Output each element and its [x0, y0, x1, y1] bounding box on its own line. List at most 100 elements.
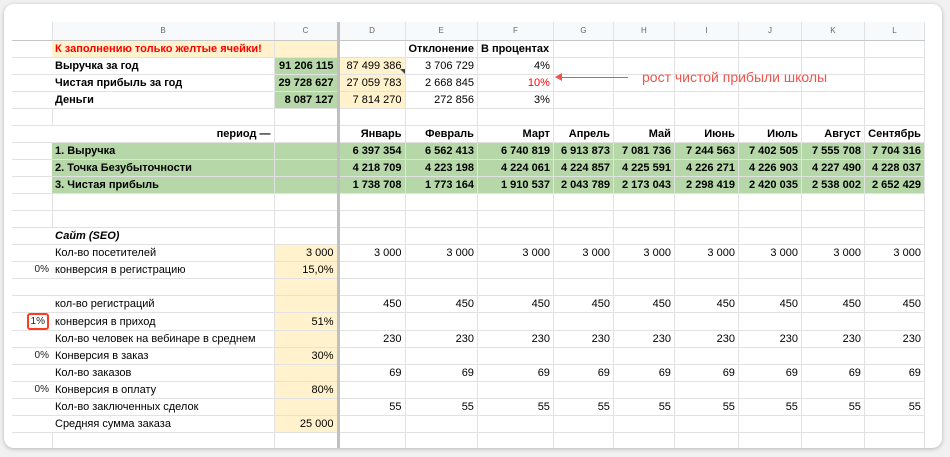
month-value[interactable]: 450 [338, 295, 406, 313]
seo-label[interactable]: конверсия в приход [52, 312, 275, 331]
row-marker[interactable] [12, 176, 52, 194]
empty-cell[interactable] [613, 108, 675, 126]
month-value[interactable]: 69 [477, 364, 554, 382]
month-value[interactable]: 6 913 873 [553, 142, 614, 160]
empty-cell[interactable] [801, 57, 865, 75]
month-value[interactable]: 4 227 490 [801, 159, 865, 177]
seo-input[interactable]: 80% [274, 381, 340, 399]
seo-label[interactable]: Кол-во заключенных сделок [52, 398, 275, 416]
column-header-h[interactable]: H [613, 22, 675, 41]
month-value[interactable]: 55 [864, 398, 925, 416]
month-value[interactable]: 3 000 [674, 244, 739, 262]
month-value[interactable] [405, 312, 478, 331]
month-value[interactable]: 69 [864, 364, 925, 382]
empty-cell[interactable] [338, 227, 406, 245]
month-value[interactable] [801, 261, 865, 279]
empty-cell[interactable] [674, 210, 739, 228]
month-value[interactable]: 2 298 419 [674, 176, 739, 194]
column-header-b[interactable]: B [52, 22, 275, 41]
empty-cell[interactable] [274, 227, 340, 245]
empty-cell[interactable] [274, 432, 340, 448]
month-value[interactable]: 2 652 429 [864, 176, 925, 194]
month-value[interactable] [553, 347, 614, 365]
empty-cell[interactable] [274, 159, 340, 177]
month-value[interactable]: 69 [338, 364, 406, 382]
empty-cell[interactable] [674, 74, 739, 92]
month-value[interactable]: 6 397 354 [338, 142, 406, 160]
empty-cell[interactable] [801, 432, 865, 448]
seo-input[interactable] [274, 278, 340, 296]
month-value[interactable]: 3 000 [801, 244, 865, 262]
month-value[interactable]: 3 000 [864, 244, 925, 262]
column-header-e[interactable]: E [405, 22, 478, 41]
empty-cell[interactable] [801, 91, 865, 109]
month-value[interactable]: 69 [613, 364, 675, 382]
month-value[interactable]: 69 [405, 364, 478, 382]
empty-cell[interactable] [864, 74, 925, 92]
empty-cell[interactable] [553, 193, 614, 211]
empty-cell[interactable] [274, 40, 340, 58]
month-header[interactable]: Январь [338, 125, 406, 143]
empty-cell[interactable] [338, 193, 406, 211]
month-header[interactable]: Апрель [553, 125, 614, 143]
row-marker[interactable] [12, 227, 52, 245]
month-value[interactable] [477, 415, 554, 433]
empty-cell[interactable] [613, 210, 675, 228]
month-header[interactable]: Март [477, 125, 554, 143]
month-value[interactable]: 230 [864, 330, 925, 348]
month-value[interactable]: 450 [738, 295, 802, 313]
month-value[interactable] [613, 312, 675, 331]
conversion-marker[interactable] [12, 415, 52, 433]
empty-cell[interactable] [674, 57, 739, 75]
month-value[interactable] [738, 415, 802, 433]
seo-label[interactable]: кол-во регистраций [52, 295, 275, 313]
month-value[interactable]: 450 [864, 295, 925, 313]
month-value[interactable] [864, 347, 925, 365]
seo-input[interactable] [274, 364, 340, 382]
seo-label[interactable]: Кол-во посетителей [52, 244, 275, 262]
month-value[interactable]: 6 562 413 [405, 142, 478, 160]
column-header-g[interactable]: G [553, 22, 614, 41]
column-header-i[interactable]: I [674, 22, 739, 41]
empty-cell[interactable] [477, 108, 554, 126]
month-value[interactable]: 69 [738, 364, 802, 382]
month-value[interactable]: 230 [801, 330, 865, 348]
month-value[interactable] [477, 261, 554, 279]
seo-input[interactable] [274, 330, 340, 348]
empty-cell[interactable] [405, 108, 478, 126]
empty-cell[interactable] [338, 40, 406, 58]
month-value[interactable] [801, 415, 865, 433]
empty-cell[interactable] [553, 91, 614, 109]
empty-cell[interactable] [738, 210, 802, 228]
month-value[interactable] [674, 312, 739, 331]
month-value[interactable]: 55 [613, 398, 675, 416]
empty-cell[interactable] [274, 210, 340, 228]
period-row-label[interactable]: 2. Точка Безубыточности [52, 159, 275, 177]
month-value[interactable] [738, 278, 802, 296]
empty-cell[interactable] [864, 432, 925, 448]
summary-label[interactable]: Выручка за год [52, 57, 275, 75]
empty-cell[interactable] [12, 108, 53, 126]
empty-cell[interactable] [674, 40, 739, 58]
empty-cell[interactable] [613, 432, 675, 448]
month-value[interactable]: 55 [477, 398, 554, 416]
conversion-marker[interactable] [12, 398, 52, 416]
empty-cell[interactable] [801, 227, 865, 245]
empty-cell[interactable] [274, 142, 340, 160]
conversion-marker[interactable] [12, 244, 52, 262]
month-value[interactable]: 1 773 164 [405, 176, 478, 194]
empty-cell[interactable] [553, 432, 614, 448]
empty-cell[interactable] [405, 432, 478, 448]
empty-cell[interactable] [274, 176, 340, 194]
conversion-marker[interactable] [12, 330, 52, 348]
month-value[interactable]: 7 244 563 [674, 142, 739, 160]
empty-cell[interactable] [864, 108, 925, 126]
month-value[interactable] [338, 347, 406, 365]
month-value[interactable]: 7 402 505 [738, 142, 802, 160]
month-header[interactable]: Июнь [674, 125, 739, 143]
empty-cell[interactable] [274, 108, 340, 126]
month-value[interactable] [477, 312, 554, 331]
month-value[interactable] [864, 415, 925, 433]
empty-cell[interactable] [738, 91, 802, 109]
empty-cell[interactable] [553, 210, 614, 228]
